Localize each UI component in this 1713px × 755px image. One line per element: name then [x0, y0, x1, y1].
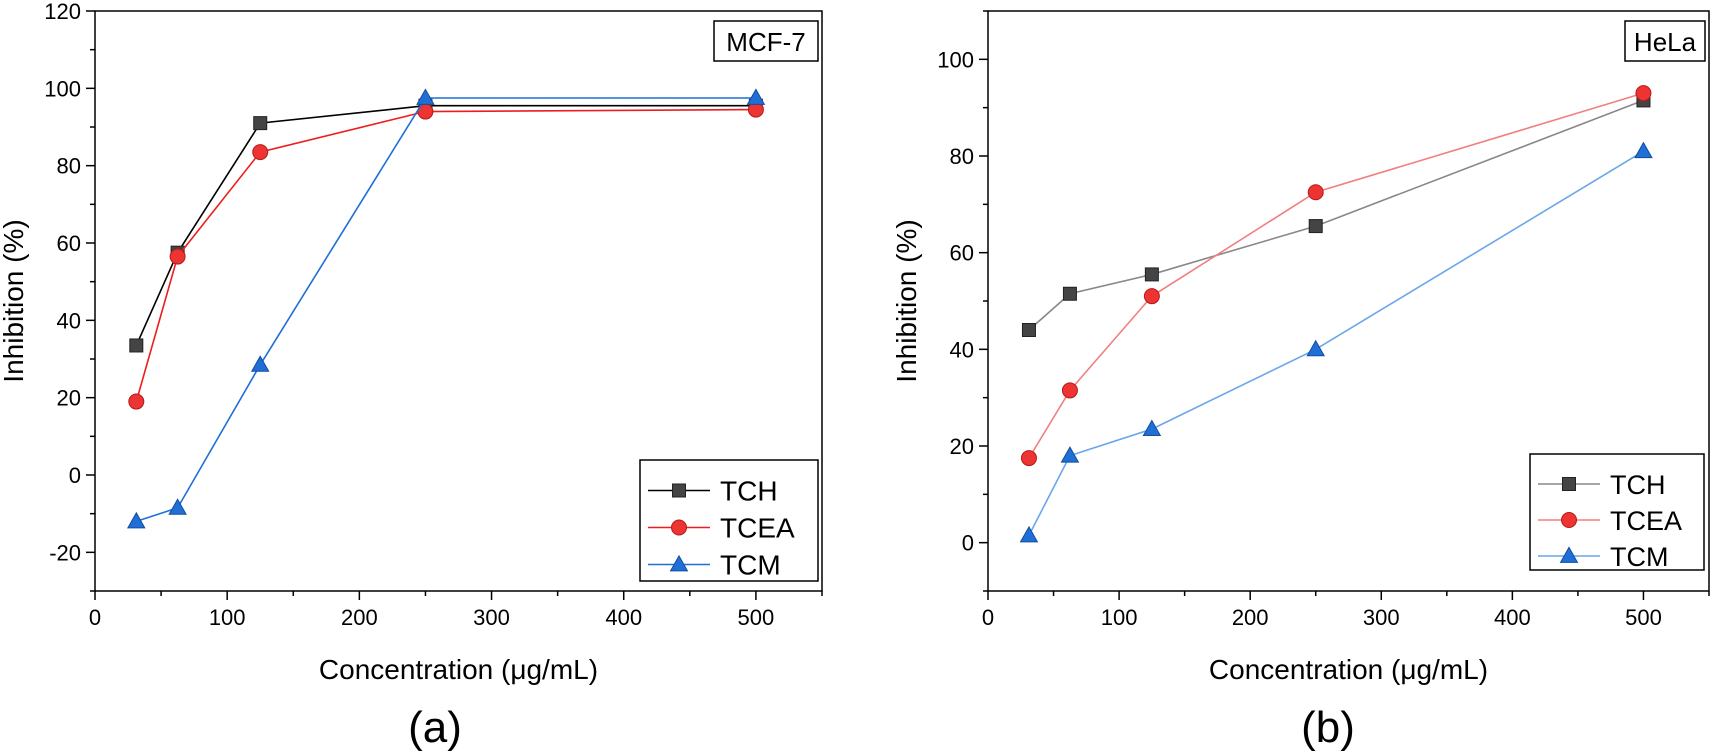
series-line	[1028, 99, 1644, 331]
data-point	[1635, 85, 1652, 102]
y-axis-title: Inhibition (%)	[891, 219, 922, 382]
data-point	[1307, 184, 1324, 201]
legend-item-tcea: TCEA	[648, 513, 795, 544]
x-tick-label: 300	[473, 605, 510, 630]
data-point	[416, 88, 435, 105]
legend-marker	[1562, 477, 1576, 491]
data-point	[746, 88, 766, 105]
y-tick-label: 40	[950, 337, 974, 362]
data-point	[1021, 323, 1036, 337]
plot-frame	[94, 10, 823, 592]
x-tick-label: 500	[1625, 605, 1662, 630]
legend-item-tch: TCH	[1538, 470, 1666, 500]
x-axis-title: Concentration (μg/mL)	[319, 654, 598, 685]
legend-label: TCH	[1610, 470, 1666, 500]
data-point	[1144, 267, 1159, 282]
data-point	[128, 393, 145, 410]
y-tick-label: 60	[57, 231, 81, 256]
data-point	[1634, 141, 1653, 159]
series-tch	[1021, 93, 1651, 337]
data-point	[1142, 419, 1162, 437]
legend-label: TCH	[720, 476, 778, 507]
series-line	[1028, 92, 1644, 459]
y-tick-label: 100	[937, 47, 974, 72]
y-tick-label: 0	[69, 463, 81, 488]
data-point	[1062, 286, 1077, 301]
y-axis-title: Inhibition (%)	[0, 219, 29, 382]
series-line	[135, 108, 756, 402]
legend-item-tcea: TCEA	[1538, 506, 1682, 536]
y-tick-label: 0	[962, 531, 974, 556]
legend-marker	[1559, 546, 1579, 563]
y-tick-label: 20	[950, 434, 974, 459]
series-tch	[129, 98, 763, 353]
x-tick-label: 0	[89, 605, 101, 630]
chart-panel-2: 0 100 200 300 400 500 0 20 40 60 80 100 Concentratio…	[891, 10, 1710, 752]
x-tick-label: 200	[1232, 605, 1269, 630]
x-tick-label: 100	[1101, 605, 1138, 630]
legend-label: TCEA	[1610, 506, 1682, 536]
data-point	[1143, 288, 1160, 305]
legend-item-tcm: TCM	[648, 550, 781, 581]
y-tick-label: 100	[44, 76, 81, 101]
data-point	[252, 144, 269, 161]
y-tick-label: 40	[57, 308, 81, 333]
legend-box	[639, 459, 819, 582]
panel-label: (a)	[408, 703, 462, 752]
y-tick-label: -20	[49, 540, 81, 565]
data-point	[168, 498, 187, 515]
y-tick-label: 60	[950, 241, 974, 266]
legend: TCH TCEA TCM	[1529, 453, 1705, 572]
series-tcea	[128, 101, 764, 410]
data-point	[1061, 382, 1078, 399]
data-point	[1308, 219, 1323, 234]
series-tcm	[127, 88, 766, 529]
y-tick-label: 120	[44, 0, 81, 24]
legend-item-tcm: TCM	[1538, 542, 1668, 572]
data-point	[250, 355, 270, 372]
legend-marker	[1561, 512, 1577, 528]
data-point	[253, 116, 268, 131]
cell-line-label: MCF-7	[726, 27, 805, 57]
series-tcea	[1020, 85, 1652, 467]
x-tick-label: 400	[605, 605, 642, 630]
legend-label: TCM	[1610, 542, 1668, 572]
x-tick-label: 500	[738, 605, 775, 630]
data-point	[1020, 450, 1037, 467]
data-point	[1060, 446, 1080, 463]
data-point	[169, 248, 186, 265]
cell-line-box	[1624, 20, 1706, 62]
legend-item-tch: TCH	[648, 476, 778, 507]
legend-marker	[669, 554, 689, 572]
y-tick-label: 80	[950, 144, 974, 169]
legend-box	[1529, 453, 1705, 571]
x-tick-label: 0	[982, 605, 994, 630]
legend: TCH TCEA TCM	[639, 459, 819, 582]
x-tick-label: 200	[341, 605, 378, 630]
data-point	[127, 511, 146, 529]
series-tcm	[1019, 141, 1653, 543]
legend-marker	[672, 483, 686, 498]
legend-marker	[671, 519, 687, 536]
x-tick-label: 300	[1363, 605, 1400, 630]
cell-line-box	[713, 20, 819, 62]
x-tick-label: 100	[209, 605, 246, 630]
x-axis-title: Concentration (μg/mL)	[1209, 654, 1488, 685]
y-tick-label: 80	[57, 154, 81, 179]
data-point	[1019, 525, 1039, 543]
cell-line-label: HeLa	[1634, 27, 1697, 57]
y-tick-label: 20	[57, 386, 81, 411]
chart-panel-1: 0 100 200 300 400 500 -20 0 20 40 60 80 100 120 Concen…	[0, 0, 823, 752]
series-line	[136, 97, 756, 523]
legend-label: TCEA	[720, 513, 795, 544]
panel-label: (b)	[1301, 703, 1355, 752]
x-tick-label: 400	[1494, 605, 1531, 630]
legend-label: TCM	[720, 550, 781, 581]
data-point	[129, 338, 144, 353]
series-line	[135, 104, 756, 346]
data-point	[1306, 339, 1326, 357]
